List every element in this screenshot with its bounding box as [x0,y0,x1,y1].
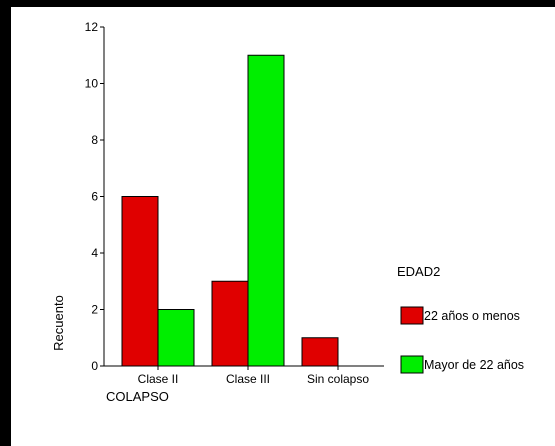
x-axis-label: COLAPSO [106,389,169,404]
legend: EDAD2 22 años o menos Mayor de 22 años [397,264,524,374]
y-axis-label: Recuento [51,295,66,351]
y-axis: 0 2 4 6 8 10 12 [85,20,105,373]
y-tick-label: 8 [91,133,98,147]
y-tick-label: 6 [91,190,98,204]
legend-entry: 22 años o menos [424,309,520,323]
bar [301,337,339,367]
x-tick-label: Sin colapso [307,372,369,386]
legend-title: EDAD2 [397,264,440,279]
y-tick-label: 12 [85,20,99,34]
bar [211,280,249,367]
x-axis: Clase II Clase III Sin colapso [104,365,384,386]
legend-entry: Mayor de 22 años [424,358,524,372]
bar [247,54,285,367]
legend-swatch [400,306,424,325]
x-tick-label: Clase II [138,372,179,386]
y-tick-label: 2 [91,303,98,317]
x-tick-label: Clase III [226,372,270,386]
bar [157,309,195,367]
y-tick-label: 0 [91,359,98,373]
bars [121,54,339,367]
legend-swatch [400,355,424,374]
bar [121,196,159,367]
y-tick-label: 4 [91,246,98,260]
y-tick-label: 10 [85,77,99,91]
